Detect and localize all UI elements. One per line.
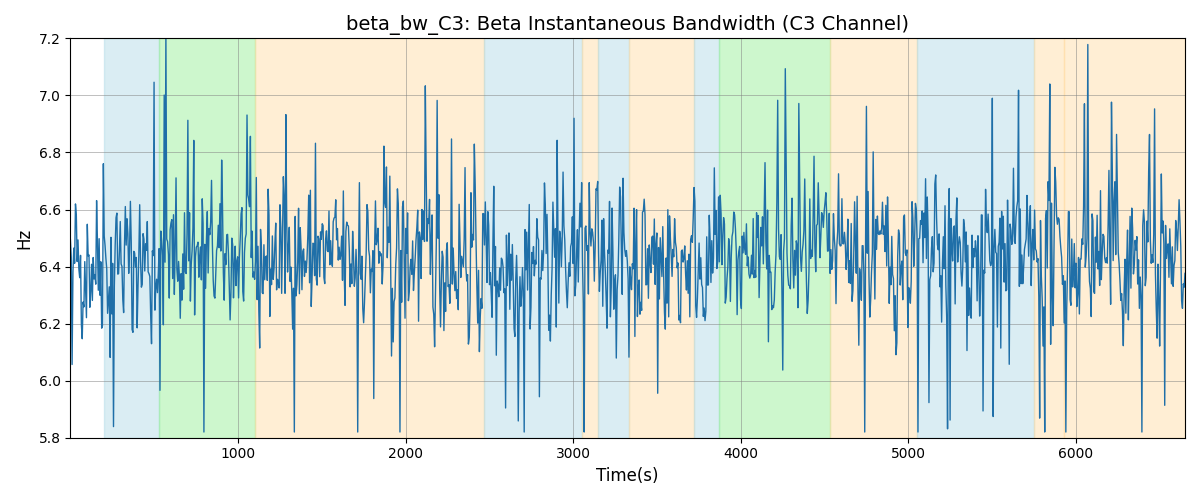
Bar	[160, 38, 254, 438]
Bar	[1034, 38, 1064, 438]
Y-axis label: Hz: Hz	[14, 228, 32, 248]
Bar	[629, 38, 694, 438]
Bar	[694, 38, 719, 438]
Bar	[917, 38, 1034, 438]
Bar	[582, 38, 599, 438]
Bar	[485, 38, 582, 438]
Title: beta_bw_C3: Beta Instantaneous Bandwidth (C3 Channel): beta_bw_C3: Beta Instantaneous Bandwidth…	[347, 15, 910, 35]
Bar	[1064, 38, 1184, 438]
Bar	[599, 38, 629, 438]
Bar	[104, 38, 160, 438]
Bar	[829, 38, 917, 438]
X-axis label: Time(s): Time(s)	[596, 467, 659, 485]
Bar	[719, 38, 829, 438]
Bar	[254, 38, 485, 438]
